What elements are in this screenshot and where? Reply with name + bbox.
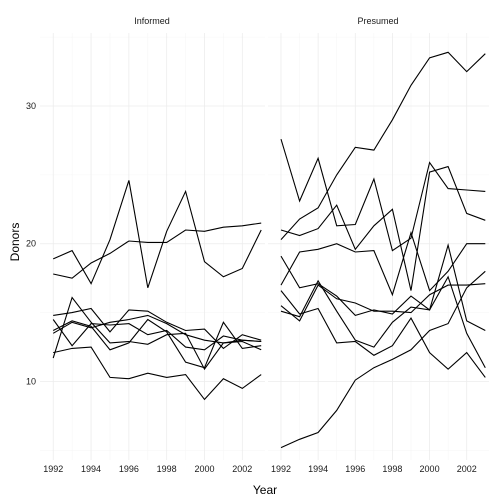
y-tick-label: 30 [26,101,36,111]
x-tick-label: 2000 [194,464,214,474]
y-axis-ticks: 10 20 30 [26,101,36,386]
y-axis-title: Donors [8,223,22,262]
x-tick-label: 1996 [345,464,365,474]
x-tick-label: 1992 [271,464,291,474]
series-line-presumed-1 [281,139,485,251]
x-tick-label: 1998 [382,464,402,474]
series-line-presumed-2 [281,52,485,239]
x-tick-label: 2002 [232,464,252,474]
y-tick-label: 20 [26,239,36,249]
series-line-presumed-7 [281,277,485,368]
series-line-presumed-6 [281,284,485,321]
panel-presumed [268,33,489,460]
x-axis-ticks: 1992 1994 1996 1998 2000 2002 1992 1994 1996 1998… [43,464,477,474]
x-tick-label: 1992 [43,464,63,474]
x-tick-label: 1994 [308,464,328,474]
x-axis-title: Year [253,483,277,497]
x-tick-label: 2002 [457,464,477,474]
series-line-informed-4 [53,315,261,343]
x-tick-label: 2000 [420,464,440,474]
series-line-informed-2 [53,223,261,278]
series-line-presumed-5 [281,245,485,330]
strip-label-informed: Informed [134,16,170,26]
x-tick-label: 1998 [157,464,177,474]
y-tick-label: 10 [26,376,36,386]
panel-informed [40,33,265,460]
series-line-informed-1 [53,180,261,287]
x-tick-label: 1996 [119,464,139,474]
series-line-informed-8 [53,347,261,399]
strip-label-presumed: Presumed [357,16,398,26]
series-line-informed-7 [53,298,261,370]
x-tick-label: 1994 [81,464,101,474]
